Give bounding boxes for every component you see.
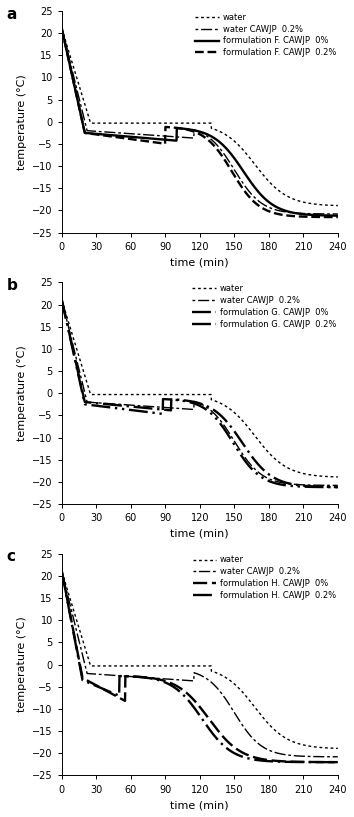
X-axis label: time (min): time (min) <box>171 529 229 538</box>
X-axis label: time (min): time (min) <box>171 800 229 810</box>
Legend: water, water CAWJP  0.2%, formulation G. CAWJP  0%, formulation G. CAWJP  0.2%: water, water CAWJP 0.2%, formulation G. … <box>192 283 337 329</box>
Y-axis label: temperature (°C): temperature (°C) <box>17 346 27 441</box>
Legend: water, water CAWJP  0.2%, formulation H. CAWJP  0%, formulation H. CAWJP  0.2%: water, water CAWJP 0.2%, formulation H. … <box>192 555 337 601</box>
Text: b: b <box>7 278 17 293</box>
Legend: water, water CAWJP  0.2%, formulation F. CAWJP  0%, formulation F. CAWJP  0.2%: water, water CAWJP 0.2%, formulation F. … <box>194 11 337 58</box>
X-axis label: time (min): time (min) <box>171 257 229 267</box>
Text: c: c <box>7 549 16 565</box>
Y-axis label: temperature (°C): temperature (°C) <box>17 617 27 712</box>
Text: a: a <box>7 7 17 21</box>
Y-axis label: temperature (°C): temperature (°C) <box>17 74 27 170</box>
